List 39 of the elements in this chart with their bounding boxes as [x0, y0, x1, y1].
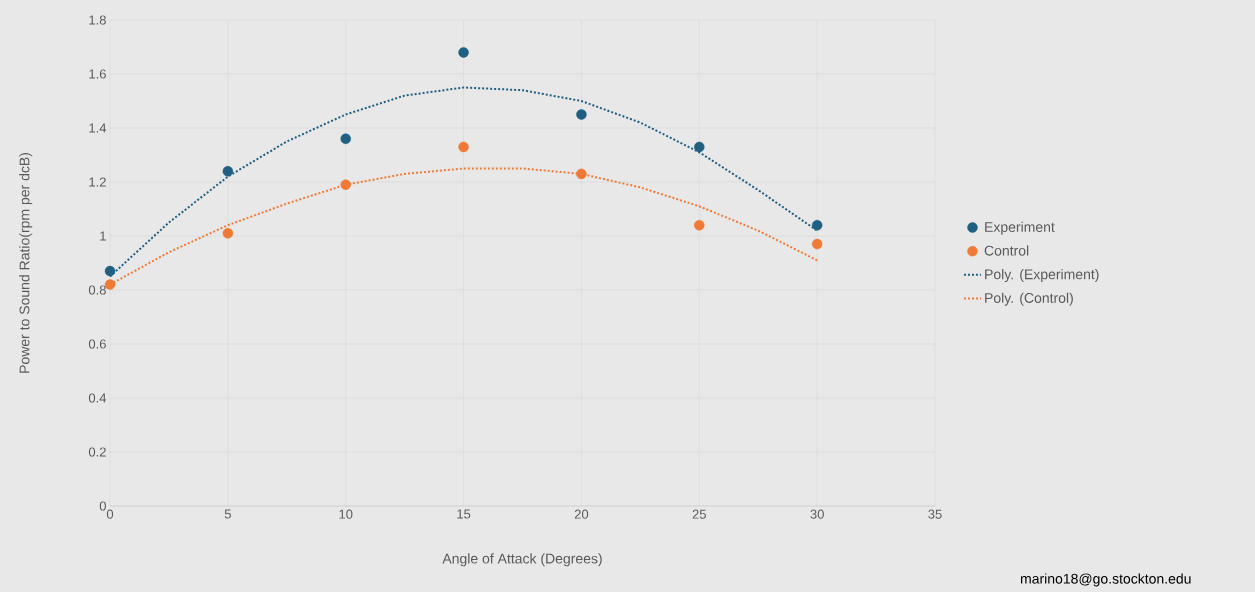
y-tick-label: 0.4 [88, 393, 107, 403]
y-tick-label: 1.6 [89, 69, 106, 79]
point [222, 228, 234, 239]
x-tick-label: 35 [928, 509, 942, 519]
point [694, 141, 705, 153]
y-axis-title: Power to Sound Ratio(rpm per dcB) [19, 153, 33, 373]
x-tick-label: 30 [810, 509, 824, 519]
point [222, 166, 234, 177]
legend-label: Experiment [985, 221, 1055, 235]
point [811, 238, 823, 250]
point [694, 220, 705, 231]
y-tick-label: 0.6 [88, 339, 106, 349]
y-tick-label: 1.8 [89, 15, 106, 25]
y-tick-label: 0.8 [88, 285, 106, 295]
point [104, 279, 116, 290]
legend-label: Poly. (Control) [985, 292, 1073, 306]
point [576, 109, 587, 120]
x-tick-label: 20 [574, 509, 589, 519]
x-tick-label: 25 [692, 509, 706, 519]
y-tick-label: 1 [100, 231, 106, 241]
point [576, 168, 587, 180]
y-tick-label: 0.2 [88, 447, 106, 457]
y-tick-label: 1.2 [89, 177, 106, 187]
point [340, 133, 351, 144]
point [811, 220, 823, 231]
point [458, 141, 469, 153]
legend-label: Poly. (Experiment) [985, 269, 1099, 283]
x-axis-title: Angle of Attack (Degrees) [442, 553, 602, 567]
x-tick-label: 15 [457, 509, 471, 519]
y-tick-label: 0 [99, 501, 106, 511]
x-tick-label: 0 [106, 509, 114, 519]
y-tick-label: 1.4 [89, 123, 107, 133]
x-tick-label: 5 [224, 509, 231, 519]
point [104, 265, 116, 277]
point [458, 47, 469, 58]
legend-label: Control [984, 245, 1029, 256]
text: marino18@go.stockton.edu [1020, 573, 1191, 587]
point [340, 179, 351, 190]
x-tick-label: 10 [339, 509, 353, 519]
